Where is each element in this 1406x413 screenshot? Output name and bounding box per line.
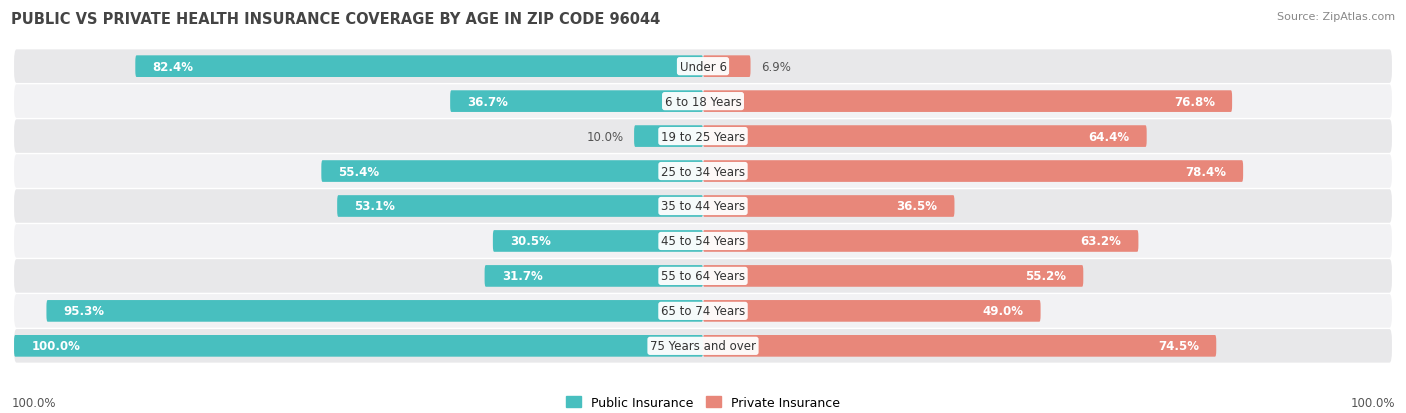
Text: 6 to 18 Years: 6 to 18 Years [665,95,741,108]
FancyBboxPatch shape [485,266,703,287]
Text: Under 6: Under 6 [679,61,727,74]
FancyBboxPatch shape [703,161,1243,183]
FancyBboxPatch shape [703,126,1147,147]
Text: 76.8%: 76.8% [1174,95,1215,108]
Text: 64.4%: 64.4% [1088,130,1129,143]
FancyBboxPatch shape [14,259,1392,293]
FancyBboxPatch shape [14,155,1392,188]
FancyBboxPatch shape [337,196,703,217]
Text: Source: ZipAtlas.com: Source: ZipAtlas.com [1277,12,1395,22]
Text: 45 to 54 Years: 45 to 54 Years [661,235,745,248]
FancyBboxPatch shape [135,56,703,78]
FancyBboxPatch shape [494,230,703,252]
Text: 95.3%: 95.3% [63,305,104,318]
FancyBboxPatch shape [14,225,1392,258]
FancyBboxPatch shape [322,161,703,183]
FancyBboxPatch shape [46,300,703,322]
FancyBboxPatch shape [14,50,1392,84]
Text: 35 to 44 Years: 35 to 44 Years [661,200,745,213]
Text: 6.9%: 6.9% [761,61,790,74]
Text: 30.5%: 30.5% [510,235,551,248]
Text: 31.7%: 31.7% [502,270,543,283]
Text: 55 to 64 Years: 55 to 64 Years [661,270,745,283]
Legend: Public Insurance, Private Insurance: Public Insurance, Private Insurance [561,391,845,413]
Text: 74.5%: 74.5% [1159,339,1199,352]
FancyBboxPatch shape [703,300,1040,322]
FancyBboxPatch shape [703,230,1139,252]
Text: 53.1%: 53.1% [354,200,395,213]
FancyBboxPatch shape [14,85,1392,119]
FancyBboxPatch shape [450,91,703,113]
FancyBboxPatch shape [703,266,1083,287]
FancyBboxPatch shape [14,120,1392,154]
Text: 55.4%: 55.4% [339,165,380,178]
Text: 100.0%: 100.0% [11,396,56,409]
Text: 10.0%: 10.0% [586,130,624,143]
Text: 100.0%: 100.0% [1350,396,1395,409]
Text: 25 to 34 Years: 25 to 34 Years [661,165,745,178]
Text: 100.0%: 100.0% [31,339,80,352]
Text: 63.2%: 63.2% [1080,235,1121,248]
FancyBboxPatch shape [634,126,703,147]
FancyBboxPatch shape [14,190,1392,223]
Text: 36.5%: 36.5% [896,200,938,213]
FancyBboxPatch shape [703,56,751,78]
Text: 49.0%: 49.0% [983,305,1024,318]
FancyBboxPatch shape [14,294,1392,328]
FancyBboxPatch shape [14,335,703,357]
FancyBboxPatch shape [703,196,955,217]
Text: 36.7%: 36.7% [467,95,508,108]
Text: 75 Years and over: 75 Years and over [650,339,756,352]
Text: 78.4%: 78.4% [1185,165,1226,178]
Text: 82.4%: 82.4% [152,61,194,74]
Text: 55.2%: 55.2% [1025,270,1066,283]
Text: PUBLIC VS PRIVATE HEALTH INSURANCE COVERAGE BY AGE IN ZIP CODE 96044: PUBLIC VS PRIVATE HEALTH INSURANCE COVER… [11,12,661,27]
FancyBboxPatch shape [703,91,1232,113]
Text: 65 to 74 Years: 65 to 74 Years [661,305,745,318]
FancyBboxPatch shape [703,335,1216,357]
Text: 19 to 25 Years: 19 to 25 Years [661,130,745,143]
FancyBboxPatch shape [14,329,1392,363]
